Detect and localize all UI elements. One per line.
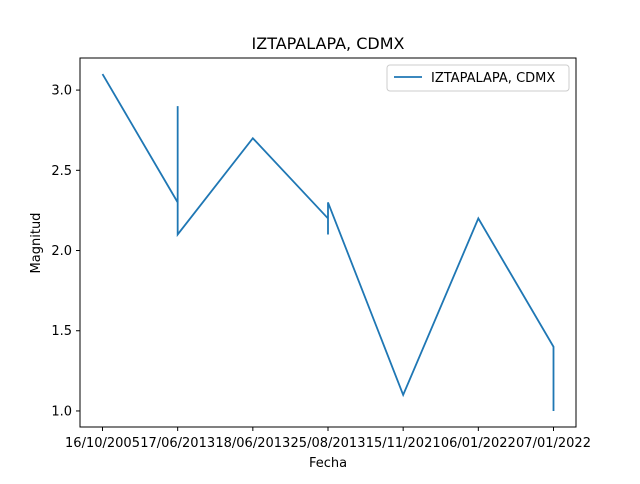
y-tick-label: 2.0 [51, 244, 72, 259]
x-tick-label: 16/10/2005 [65, 436, 140, 451]
x-tick-label: 07/01/2022 [516, 436, 591, 451]
y-tick-label: 1.0 [51, 404, 72, 419]
series-line [101, 73, 555, 411]
y-axis-label: Magnitud [29, 213, 44, 274]
y-tick-label: 2.5 [51, 164, 72, 179]
legend: IZTAPALAPA, CDMX [386, 64, 570, 92]
x-axis-label: Fecha [309, 456, 347, 471]
x-tick-label: 18/06/2013 [215, 436, 290, 451]
y-axis: 1.0 1.5 2.0 2.5 3.0 [51, 84, 80, 419]
x-tick-label: 17/06/2013 [140, 436, 215, 451]
series-lines [101, 73, 555, 411]
plot-area [80, 58, 576, 427]
chart-title: IZTAPALAPA, CDMX [252, 34, 405, 53]
x-tick-label: 15/11/2021 [366, 436, 441, 451]
legend-label: IZTAPALAPA, CDMX [431, 71, 555, 86]
x-tick-label: 25/08/2013 [291, 436, 366, 451]
x-tick-label: 06/01/2022 [441, 436, 516, 451]
legend-box [386, 64, 570, 92]
x-axis: 16/10/2005 17/06/2013 18/06/2013 25/08/2013… [65, 427, 591, 451]
y-tick-label: 3.0 [51, 84, 72, 99]
plot-frame [79, 57, 577, 428]
y-tick-label: 1.5 [51, 324, 72, 339]
